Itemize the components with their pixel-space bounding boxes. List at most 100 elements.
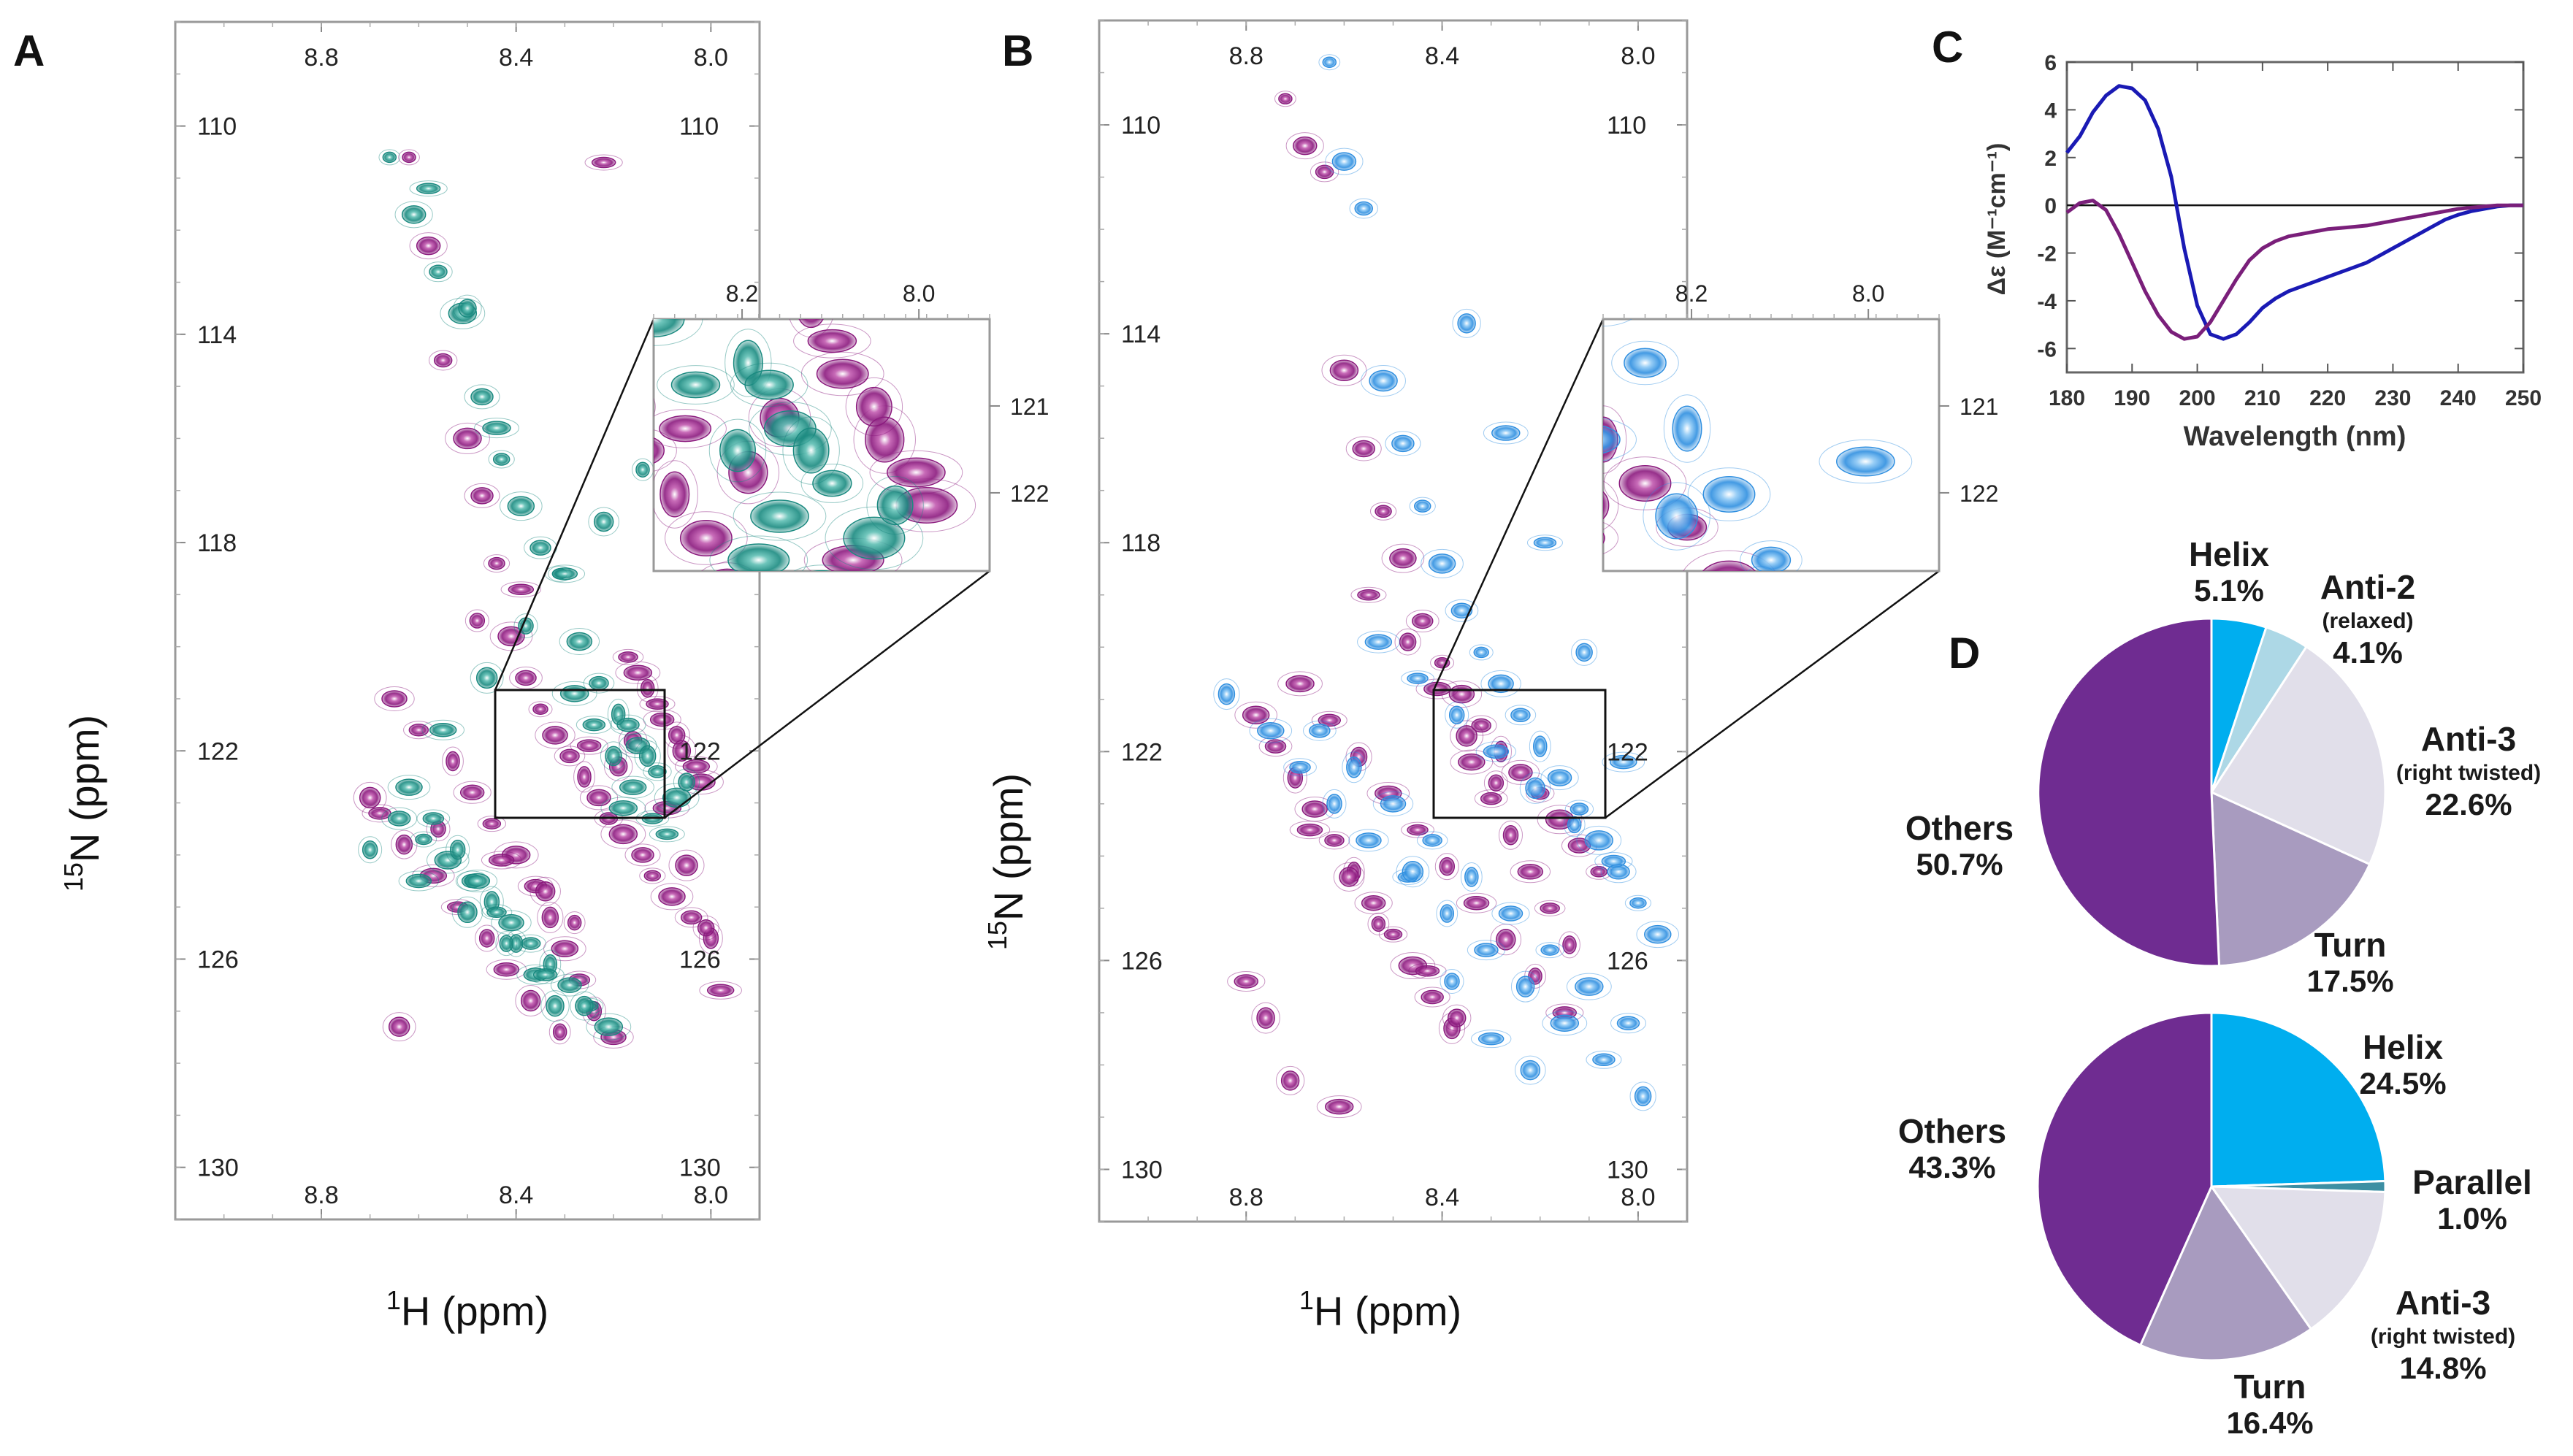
nmr-peak [679, 520, 733, 556]
nmr-peak-contour [559, 628, 600, 656]
pie-label: Others [1898, 1112, 2006, 1150]
nmr-peak-contour [1499, 820, 1523, 850]
c-x-tick-label: 210 [2244, 386, 2281, 410]
nmr-peak-contour [1361, 365, 1406, 396]
nmr-peak-contour [475, 924, 500, 952]
nmr-peak-contour [1603, 480, 1619, 530]
nmr-peak [798, 319, 824, 329]
nmr-peak-contour [762, 635, 839, 683]
nmr-peak [1547, 769, 1572, 786]
nmr-peak [1510, 708, 1531, 722]
nmr-peak-contour [657, 365, 735, 405]
nmr-peak [855, 386, 892, 427]
nmr-peak [1491, 425, 1521, 441]
panel-label-a: A [13, 26, 45, 75]
nmr-peak-contour [1510, 970, 1540, 1003]
nmr-peak-contour [1683, 550, 1775, 571]
nmr-peak-contour [782, 416, 840, 485]
nmr-peak-contour [665, 511, 748, 565]
nmr-peak-contour [570, 991, 599, 1021]
nmr-peak-contour [464, 384, 500, 410]
nmr-peak [668, 726, 686, 745]
x-tick-label-bottom: 8.4 [499, 1181, 533, 1209]
c-series-purple [2065, 199, 2523, 341]
nmr-peak-contour [398, 870, 440, 892]
nmr-peak [557, 977, 582, 993]
nmr-peak [464, 873, 491, 889]
nmr-peak [551, 567, 578, 581]
nmr-peak [812, 470, 852, 497]
nmr-peak [575, 995, 594, 1016]
nmr-peak-contour [1415, 678, 1459, 700]
nmr-peak [1498, 905, 1523, 922]
nmr-peak [648, 765, 667, 778]
nmr-peak [776, 643, 825, 675]
nmr-peak-contour [529, 876, 561, 906]
y-tick-label-right: 122 [1607, 738, 1648, 766]
nmr-peak-contour [1378, 926, 1408, 943]
nmr-peak [1412, 613, 1434, 629]
nmr-peak-contour [528, 701, 553, 718]
nmr-peak-contour [1586, 1050, 1622, 1069]
c-y-tick-label: -4 [2037, 290, 2057, 314]
nmr-peak [408, 723, 429, 737]
nmr-peak-contour [1452, 308, 1481, 338]
nmr-peak [486, 906, 507, 919]
nmr-peak [678, 773, 695, 792]
y-tick-label-right: 126 [679, 946, 721, 973]
nmr-peak [567, 914, 582, 931]
nmr-peak-contour [1740, 540, 1802, 571]
nmr-peak-contour [1467, 940, 1506, 961]
nmr-peak [1616, 1016, 1640, 1030]
inset-y-tick-label: 121 [1960, 394, 1998, 420]
inset-y-tick-label: 122 [1010, 480, 1049, 507]
pie-label: Anti-2 [2320, 568, 2415, 606]
panel-label-c: C [1932, 23, 1963, 72]
nmr-peak [640, 678, 655, 698]
nmr-peak [1624, 348, 1667, 378]
nmr-peak-contour [987, 286, 1043, 353]
nmr-peak [1457, 313, 1476, 334]
nmr-peak [401, 205, 427, 224]
nmr-peak-contour [421, 719, 464, 740]
nmr-peak [1357, 589, 1380, 601]
nmr-peak [1293, 136, 1318, 156]
nmr-peak-contour [427, 846, 470, 874]
nmr-peak-contour [1785, 1067, 1862, 1106]
nmr-peak [618, 651, 638, 663]
panel-b-xlabel: 1H (ppm) [1299, 1285, 1461, 1334]
nmr-peak-contour [1456, 892, 1497, 913]
nmr-peak-contour [725, 329, 772, 397]
nmr-peak-contour [922, 800, 973, 867]
nmr-peak-contour [1354, 892, 1393, 915]
nmr-peak-contour [526, 965, 565, 984]
nmr-peak [591, 156, 616, 169]
nmr-peak-contour [1515, 1055, 1546, 1085]
nmr-peak-contour [1381, 543, 1425, 573]
panel-a-xlabel-sup: 1 [386, 1285, 401, 1315]
nmr-peak-contour [1624, 894, 1652, 911]
nmr-peak-contour [649, 826, 685, 843]
nmr-peak [1391, 434, 1415, 453]
nmr-peak [1747, 621, 1795, 653]
pie-value-label: 14.8% [2399, 1351, 2486, 1385]
nmr-peak [552, 1023, 567, 1041]
nmr-peak [631, 847, 654, 863]
nmr-peak [1407, 673, 1429, 684]
nmr-peak [1375, 505, 1392, 518]
nmr-peak [682, 759, 711, 774]
nmr-peak [1473, 646, 1489, 659]
nmr-peak [1533, 537, 1557, 548]
nmr-peak [475, 667, 498, 689]
nmr-peak [876, 485, 914, 526]
nmr-peak-contour [1445, 701, 1469, 729]
c-x-tick-label: 200 [2179, 386, 2216, 410]
y-tick-label-right: 122 [679, 737, 721, 765]
nmr-peak-contour [409, 232, 448, 260]
nmr-peak-contour [1594, 852, 1633, 870]
nmr-peak-contour [909, 786, 965, 839]
nmr-peak-contour [374, 686, 415, 711]
nmr-peak-contour [1563, 812, 1586, 838]
nmr-peak-contour [440, 297, 486, 329]
nmr-peak [368, 807, 391, 820]
